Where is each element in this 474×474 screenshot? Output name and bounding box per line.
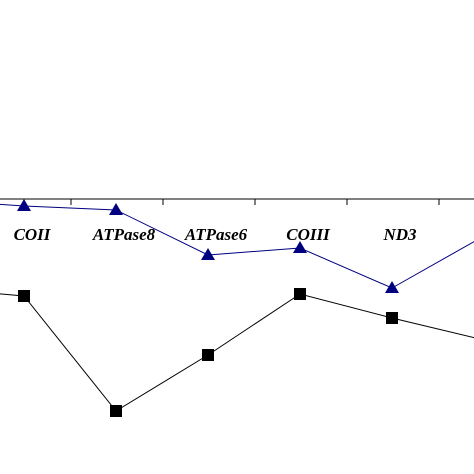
series-2-point-4 [294,288,306,300]
x-tick-label-5: ND3 [382,225,417,244]
x-tick-label-3: ATPase6 [184,225,248,244]
series-2-point-1 [18,290,30,302]
series-1-point-1 [17,199,31,211]
labels-layer: COIIATPase8ATPase6COIIIND3N [14,225,417,244]
series-2-point-3 [202,349,214,361]
x-tick-label-2: ATPase8 [92,225,156,244]
series-1-point-3 [201,248,215,260]
series-1-point-4 [293,241,307,253]
series-line-2 [0,293,474,412]
series-1-point-2 [109,203,123,215]
series-layer [0,199,474,417]
x-tick-label-1: COII [14,225,52,244]
ticks-layer [70,199,440,205]
series-2-point-2 [110,405,122,417]
series-line-1 [0,203,474,289]
series-1-point-5 [385,281,399,293]
x-tick-label-4: COIII [286,225,331,244]
series-2-point-5 [386,312,398,324]
